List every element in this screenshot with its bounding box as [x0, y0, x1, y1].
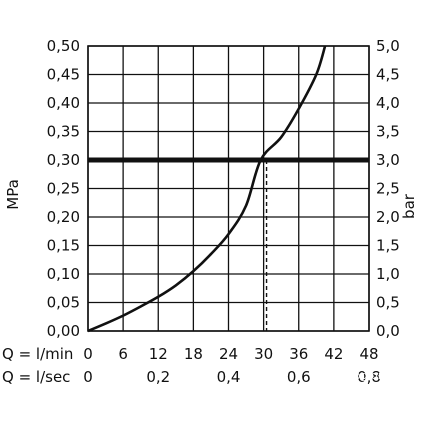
x-tick-label: 12 — [149, 345, 168, 363]
x-axis-secondary-ticks: 0 0,2 0,4 0,6 0,8 — [83, 368, 381, 386]
right-tick-label: 3,5 — [376, 123, 400, 141]
right-tick-label: 4,5 — [376, 66, 400, 84]
x-tick-label: 36 — [289, 345, 308, 363]
left-tick-label: 0,40 — [47, 94, 80, 112]
right-tick-label: 5,0 — [376, 37, 400, 55]
right-tick-label: 1,0 — [376, 265, 400, 283]
left-tick-label: 0,50 — [47, 37, 80, 55]
left-tick-label: 0,00 — [47, 322, 80, 340]
x-tick-label: 48 — [359, 345, 378, 363]
left-axis-ticks: 0,00 0,05 0,10 0,15 0,20 0,25 0,30 0,35 0,40 0,45… — [47, 37, 80, 340]
x-axis-secondary-title: Q = l/sec — [2, 368, 70, 386]
horizontal-gridlines — [88, 45, 369, 332]
left-tick-label: 0,45 — [47, 66, 80, 84]
x-tick-label: 6 — [118, 345, 128, 363]
x-secondary-tick-label: 0,4 — [217, 368, 241, 386]
right-tick-label: 0,5 — [376, 294, 400, 312]
x-axis-title: Q = l/min — [2, 345, 73, 363]
x-secondary-tick-label: 0 — [83, 368, 93, 386]
right-axis-ticks: 0,0 0,5 1,0 1,5 2,0 2,5 3,0 3,5 4,0 4,5 5,0 — [376, 37, 400, 340]
left-tick-label: 0,30 — [47, 151, 80, 169]
left-tick-label: 0,20 — [47, 208, 80, 226]
right-tick-label: 0,0 — [376, 322, 400, 340]
flow-curve — [87, 45, 327, 333]
left-tick-label: 0,25 — [47, 180, 80, 198]
left-tick-label: 0,10 — [47, 265, 80, 283]
left-axis-title: MPa — [4, 179, 22, 210]
left-tick-label: 0,15 — [47, 237, 80, 255]
right-tick-label: 2,0 — [376, 208, 400, 226]
right-tick-label: 2,5 — [376, 180, 400, 198]
left-tick-label: 0,35 — [47, 123, 80, 141]
right-axis-title: bar — [400, 193, 418, 219]
plot-frame — [87, 45, 370, 332]
x-tick-label: 0 — [83, 345, 93, 363]
watermark-text: catalog.onliner.by — [327, 369, 424, 382]
x-secondary-tick-label: 0,6 — [287, 368, 311, 386]
x-tick-label: 42 — [324, 345, 343, 363]
x-tick-label: 18 — [184, 345, 203, 363]
x-secondary-tick-label: 0,2 — [146, 368, 170, 386]
right-tick-label: 4,0 — [376, 94, 400, 112]
x-tick-label: 24 — [219, 345, 238, 363]
x-axis-ticks: 0 6 12 18 24 30 36 42 48 — [83, 345, 378, 363]
x-tick-label: 30 — [254, 345, 273, 363]
right-tick-label: 3,0 — [376, 151, 400, 169]
left-tick-label: 0,05 — [47, 294, 80, 312]
x-secondary-tick-label: 0,8 — [357, 368, 381, 386]
right-tick-label: 1,5 — [376, 237, 400, 255]
